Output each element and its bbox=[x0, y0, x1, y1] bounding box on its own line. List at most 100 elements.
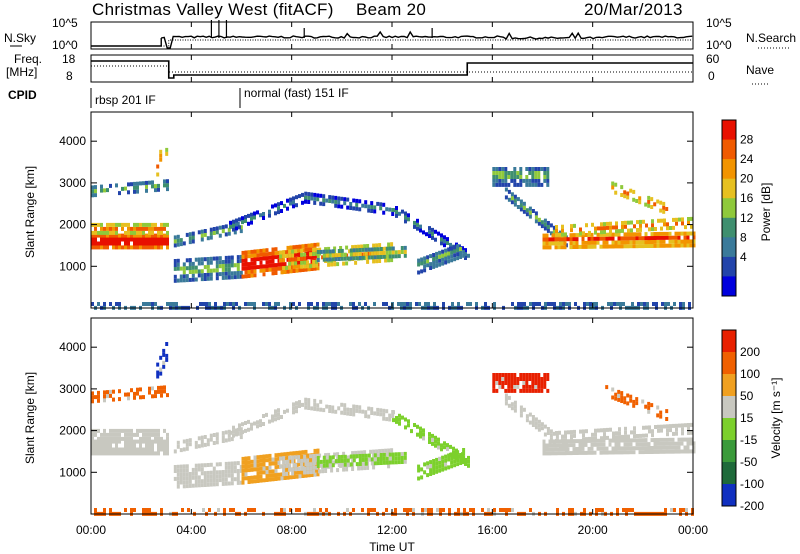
power-cell bbox=[163, 179, 166, 184]
power-cell bbox=[218, 260, 222, 265]
velocity-cell bbox=[513, 384, 517, 389]
velocity-cell bbox=[659, 437, 663, 442]
velocity-cell bbox=[247, 476, 251, 480]
velocity-cell bbox=[182, 447, 186, 452]
power-cell bbox=[136, 185, 139, 190]
power-cell bbox=[390, 258, 394, 263]
velocity-cell bbox=[516, 384, 520, 389]
power-cell bbox=[232, 219, 235, 224]
power-cell bbox=[609, 225, 612, 230]
power-cell bbox=[191, 231, 195, 236]
velocity-cell bbox=[397, 460, 401, 465]
velocity-cell bbox=[312, 458, 316, 462]
velocity-cell bbox=[446, 443, 449, 448]
velocity-cell bbox=[187, 508, 190, 512]
power-cell bbox=[315, 247, 319, 252]
velocity-cell bbox=[271, 473, 275, 478]
velocity-cell bbox=[441, 463, 445, 468]
power-cell bbox=[366, 244, 370, 248]
power-cell bbox=[268, 209, 271, 214]
velocity-cell bbox=[632, 450, 636, 455]
power-cell bbox=[247, 266, 251, 270]
velocity-cell bbox=[268, 419, 271, 424]
velocity-cell bbox=[677, 441, 681, 446]
velocity-cell bbox=[139, 395, 142, 400]
velocity-cell bbox=[154, 394, 157, 399]
velocity-cell bbox=[282, 464, 286, 469]
velocity-cell bbox=[179, 472, 183, 477]
velocity-cell bbox=[292, 451, 296, 456]
velocity-cell bbox=[176, 476, 180, 481]
power-cell bbox=[464, 256, 467, 260]
colorbar-swatch bbox=[722, 237, 736, 258]
velocity-cell bbox=[628, 508, 631, 512]
power-cell bbox=[188, 262, 192, 266]
power-cell bbox=[94, 226, 97, 231]
velocity-cell bbox=[452, 446, 455, 451]
power-cell bbox=[277, 266, 281, 271]
velocity-cell bbox=[262, 422, 265, 426]
power-cell bbox=[602, 232, 606, 237]
velocity-cell bbox=[145, 432, 148, 437]
power-cell bbox=[256, 253, 260, 258]
velocity-cell bbox=[677, 449, 681, 454]
velocity-cell bbox=[227, 473, 231, 478]
power-cell bbox=[247, 250, 251, 255]
velocity-cell bbox=[638, 450, 642, 455]
velocity-cell bbox=[351, 459, 355, 464]
velocity-cell bbox=[660, 424, 663, 429]
power-cell bbox=[173, 259, 177, 263]
power-cell bbox=[232, 302, 235, 306]
velocity-cell bbox=[641, 446, 645, 451]
power-cell bbox=[560, 245, 564, 250]
power-cell bbox=[549, 223, 553, 228]
velocity-cell bbox=[286, 475, 290, 480]
velocity-cell bbox=[675, 427, 678, 432]
power-cell bbox=[375, 259, 379, 264]
velocity-cell bbox=[188, 479, 192, 484]
power-cell bbox=[584, 240, 588, 245]
power-cell bbox=[274, 251, 278, 256]
power-cell bbox=[404, 211, 407, 216]
power-cell bbox=[118, 191, 121, 196]
velocity-cell bbox=[109, 436, 112, 441]
power-cell bbox=[169, 302, 172, 306]
velocity-cell bbox=[310, 473, 314, 477]
power-cell bbox=[559, 302, 562, 306]
power-cell bbox=[423, 264, 427, 269]
velocity-cell bbox=[307, 402, 311, 406]
power-cell bbox=[561, 232, 564, 237]
velocity-cell bbox=[617, 442, 621, 447]
velocity-cell bbox=[519, 405, 523, 410]
power-cell bbox=[262, 302, 265, 306]
colorbar-tick-label: -50 bbox=[740, 455, 758, 469]
power-cell bbox=[528, 167, 532, 171]
power-cell bbox=[687, 221, 690, 225]
velocity-cell bbox=[672, 423, 675, 428]
power-cell bbox=[166, 241, 169, 246]
velocity-cell bbox=[277, 452, 281, 457]
power-cell bbox=[561, 224, 564, 229]
velocity-cell bbox=[156, 374, 160, 379]
velocity-cell bbox=[291, 455, 295, 460]
power-cell bbox=[185, 232, 189, 237]
power-cell bbox=[572, 237, 576, 242]
velocity-cell bbox=[507, 373, 511, 377]
velocity-cell bbox=[109, 439, 112, 444]
velocity-cell bbox=[277, 476, 281, 481]
freq-unit-label: [MHz] bbox=[6, 65, 37, 79]
velocity-cell bbox=[555, 434, 559, 439]
power-cell bbox=[112, 241, 115, 246]
power-cell bbox=[395, 213, 398, 218]
velocity-cell bbox=[551, 447, 555, 452]
power-cell bbox=[285, 265, 289, 270]
power-cell bbox=[157, 241, 160, 246]
velocity-cell bbox=[250, 475, 254, 480]
power-cell bbox=[641, 244, 645, 249]
power-cell bbox=[562, 302, 565, 306]
velocity-cell bbox=[200, 479, 204, 484]
colorbar-frame bbox=[721, 329, 737, 507]
power-cell bbox=[614, 232, 618, 237]
velocity-cell bbox=[301, 474, 305, 478]
